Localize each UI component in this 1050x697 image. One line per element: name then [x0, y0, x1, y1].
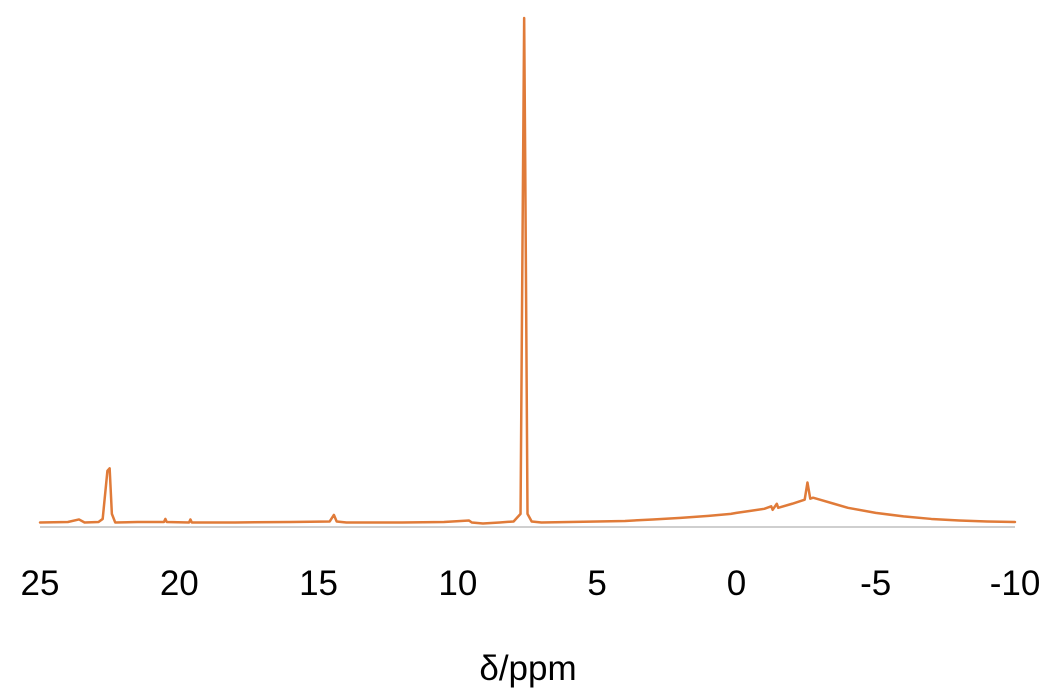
x-tick-label: 20	[160, 564, 199, 603]
x-tick-labels: 25 20 15 10 5 0 -5 -10	[21, 564, 1041, 603]
x-tick-label: 5	[587, 564, 606, 603]
x-tick-label: -10	[990, 564, 1041, 603]
spectrum-line	[38, 16, 1017, 525]
x-axis-title: δ/ppm	[479, 649, 576, 688]
x-tick-label: 10	[438, 564, 477, 603]
x-tick-label: 15	[299, 564, 338, 603]
x-tick-label: -5	[860, 564, 891, 603]
x-tick-label: 0	[727, 564, 746, 603]
x-tick-label: 25	[21, 564, 60, 603]
